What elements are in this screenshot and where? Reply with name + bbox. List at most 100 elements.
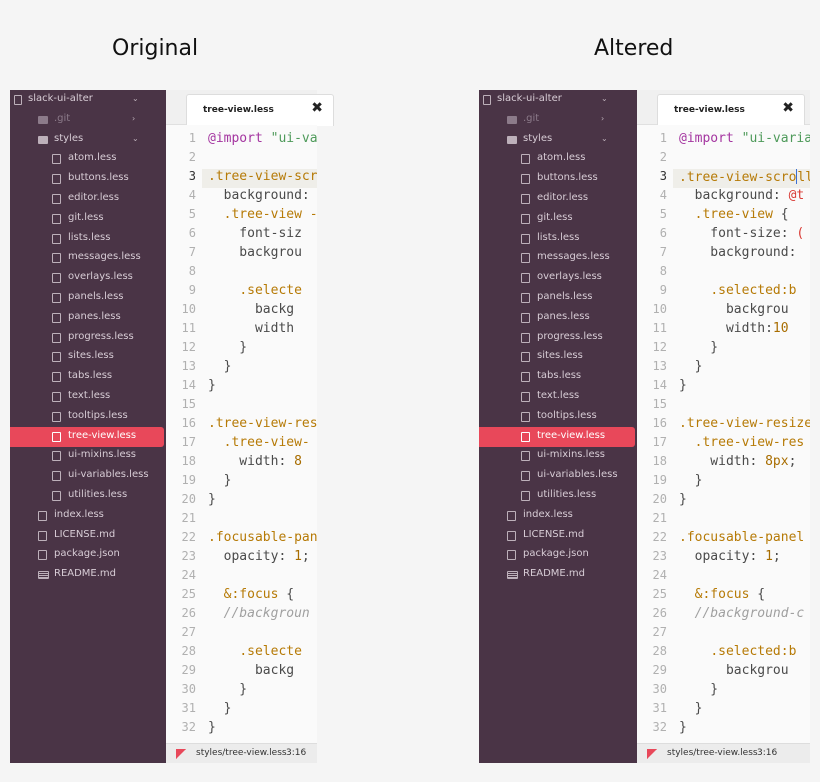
tree-item-messages-less[interactable]: messages.less bbox=[479, 248, 637, 268]
tree-item-messages-less[interactable]: messages.less bbox=[10, 248, 166, 268]
tree-item-label: text.less bbox=[537, 390, 580, 401]
tree-item-tree-view-less[interactable]: tree-view.less bbox=[10, 426, 164, 447]
tree-item-ui-mixins-less[interactable]: ui-mixins.less bbox=[10, 446, 166, 466]
tree-item-package-json[interactable]: package.json bbox=[10, 545, 166, 565]
code-token: } bbox=[679, 492, 687, 507]
chevron-down-icon[interactable]: ⌄ bbox=[132, 94, 139, 103]
close-icon[interactable]: ✖ bbox=[782, 100, 794, 116]
tree-item-ui-mixins-less[interactable]: ui-mixins.less bbox=[479, 446, 637, 466]
file-icon bbox=[521, 471, 530, 482]
tree-item-text-less[interactable]: text.less bbox=[10, 387, 166, 407]
tree-item-slack-ui-alter[interactable]: ⌄ slack-ui-alter bbox=[10, 90, 166, 110]
tree-item-lists-less[interactable]: lists.less bbox=[479, 229, 637, 249]
tree-item-styles[interactable]: ⌄ styles bbox=[479, 130, 637, 150]
chevron-right-icon[interactable]: › bbox=[132, 113, 136, 123]
code-token bbox=[208, 644, 239, 659]
tree-item-readme-md[interactable]: README.md bbox=[10, 565, 166, 585]
tab-tree-view-less[interactable]: tree-view.less ✖ bbox=[657, 94, 805, 126]
file-icon bbox=[52, 194, 61, 204]
tree-item-tooltips-less[interactable]: tooltips.less bbox=[10, 407, 166, 427]
tree-item-label: README.md bbox=[54, 568, 117, 580]
tree-item-tabs-less[interactable]: tabs.less bbox=[10, 367, 166, 387]
tree-item-ui-variables-less[interactable]: ui-variables.less bbox=[10, 466, 166, 486]
line-number: 22 bbox=[652, 530, 667, 544]
tree-item-label: index.less bbox=[523, 508, 573, 520]
tree-item-atom-less[interactable]: atom.less bbox=[479, 149, 637, 169]
chevron-right-icon[interactable]: › bbox=[601, 113, 605, 123]
tree-item-git-less[interactable]: git.less bbox=[10, 209, 166, 229]
code-token bbox=[208, 207, 224, 222]
code-editor[interactable]: 1@import "ui-varial23.tree-view-scrolle4… bbox=[637, 125, 810, 743]
file-icon bbox=[521, 233, 530, 244]
status-cursor-position[interactable]: 3:16 bbox=[286, 748, 307, 758]
tree-item-sites-less[interactable]: sites.less bbox=[10, 347, 166, 367]
line-number: 2 bbox=[659, 150, 667, 164]
tree-item-utilities-less[interactable]: utilities.less bbox=[479, 486, 637, 506]
tree-item-editor-less[interactable]: editor.less bbox=[479, 189, 637, 209]
tree-item-overlays-less[interactable]: overlays.less bbox=[10, 268, 166, 288]
status-file-path[interactable]: styles/tree-view.less bbox=[196, 748, 287, 758]
code-token: ( bbox=[796, 226, 805, 241]
tree-item-utilities-less[interactable]: utilities.less bbox=[10, 486, 166, 506]
tree-item-ui-variables-less[interactable]: ui-variables.less bbox=[479, 466, 637, 486]
code-token: { bbox=[772, 207, 789, 222]
line-number: 7 bbox=[188, 245, 196, 259]
tree-item-panes-less[interactable]: panes.less bbox=[479, 308, 637, 328]
file-icon bbox=[52, 253, 61, 264]
tree-item-panels-less[interactable]: panels.less bbox=[479, 288, 637, 308]
tree-item-license-md[interactable]: LICENSE.md bbox=[10, 526, 166, 546]
tree-item-tree-view-less[interactable]: tree-view.less bbox=[479, 426, 635, 447]
chevron-down-icon[interactable]: ⌄ bbox=[132, 133, 139, 143]
tree-item-sites-less[interactable]: sites.less bbox=[479, 347, 637, 367]
tree-item-buttons-less[interactable]: buttons.less bbox=[10, 169, 166, 189]
tree-item-label: lists.less bbox=[68, 231, 111, 243]
book-icon bbox=[38, 571, 49, 580]
line-number: 27 bbox=[181, 625, 196, 639]
line-number: 10 bbox=[181, 302, 196, 316]
tree-item-readme-md[interactable]: README.md bbox=[479, 565, 637, 585]
chevron-down-icon[interactable]: ⌄ bbox=[601, 133, 608, 143]
tree-item-index-less[interactable]: index.less bbox=[10, 506, 166, 526]
tree-item-index-less[interactable]: index.less bbox=[479, 506, 637, 526]
tree-item-package-json[interactable]: package.json bbox=[479, 545, 637, 565]
tree-item-overlays-less[interactable]: overlays.less bbox=[479, 268, 637, 288]
tree-item-editor-less[interactable]: editor.less bbox=[10, 189, 166, 209]
tree-item-text-less[interactable]: text.less bbox=[479, 387, 637, 407]
code-line: } bbox=[679, 378, 687, 397]
line-number: 32 bbox=[181, 720, 196, 734]
line-number: 32 bbox=[652, 720, 667, 734]
tree-item-atom-less[interactable]: atom.less bbox=[10, 149, 166, 169]
code-token: .tree-view-res bbox=[694, 435, 805, 450]
code-line: .focusable-panel - bbox=[679, 530, 810, 549]
tree-item-tooltips-less[interactable]: tooltips.less bbox=[479, 407, 637, 427]
tree-item-buttons-less[interactable]: buttons.less bbox=[479, 169, 637, 189]
tree-item-styles[interactable]: ⌄ styles bbox=[10, 130, 166, 150]
tree-item-panels-less[interactable]: panels.less bbox=[10, 288, 166, 308]
code-line: &:focus { bbox=[679, 587, 765, 606]
tree-item-label: tabs.less bbox=[68, 370, 113, 382]
tree-item-slack-ui-alter[interactable]: ⌄ slack-ui-alter bbox=[479, 90, 637, 110]
tree-item-git-less[interactable]: git.less bbox=[479, 209, 637, 229]
code-line: } bbox=[679, 720, 687, 739]
tree-item--git[interactable]: › .git bbox=[10, 110, 166, 130]
tree-item-panes-less[interactable]: panes.less bbox=[10, 308, 166, 328]
tree-item-progress-less[interactable]: progress.less bbox=[479, 328, 637, 348]
code-line: } bbox=[679, 682, 718, 701]
tree-item-progress-less[interactable]: progress.less bbox=[10, 328, 166, 348]
status-file-path[interactable]: styles/tree-view.less bbox=[667, 748, 758, 758]
code-editor[interactable]: 1 @import "ui-va 2 3 .tree-view-scr 4 backgro… bbox=[166, 125, 317, 743]
tree-item-label: git.less bbox=[68, 211, 104, 223]
tree-item-lists-less[interactable]: lists.less bbox=[10, 229, 166, 249]
tab-tree-view-less[interactable]: tree-view.less ✖ bbox=[186, 94, 334, 126]
tree-item-label: overlays.less bbox=[537, 271, 602, 283]
tree-item--git[interactable]: › .git bbox=[479, 110, 637, 130]
code-line: } bbox=[208, 473, 232, 492]
tree-item-tabs-less[interactable]: tabs.less bbox=[479, 367, 637, 387]
tree-item-license-md[interactable]: LICENSE.md bbox=[479, 526, 637, 546]
chevron-down-icon[interactable]: ⌄ bbox=[601, 94, 608, 103]
close-icon[interactable]: ✖ bbox=[311, 100, 323, 116]
status-cursor-position[interactable]: 3:16 bbox=[757, 748, 778, 758]
code-token bbox=[679, 587, 695, 602]
code-line: } bbox=[208, 359, 232, 378]
line-number: 5 bbox=[188, 207, 196, 221]
